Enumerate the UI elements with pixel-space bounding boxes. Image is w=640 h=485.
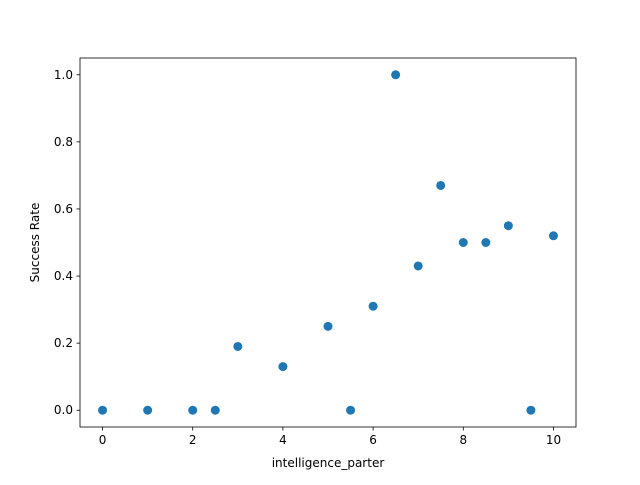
- data-point: [481, 238, 491, 247]
- data-points: [98, 70, 558, 415]
- data-point: [391, 70, 401, 80]
- data-point: [210, 405, 220, 415]
- data-point: [233, 341, 243, 351]
- y-axis-ticks: 0.0 0.2 0.4 0.6 0.8 1.0: [54, 68, 80, 417]
- data-point: [526, 405, 536, 415]
- y-tick-label: 0.6: [54, 202, 73, 216]
- x-tick-label: 8: [459, 433, 467, 447]
- y-axis-label: Success Rate: [28, 203, 42, 283]
- x-tick-label: 6: [369, 433, 377, 447]
- y-tick-label: 0.8: [54, 135, 73, 149]
- x-tick-label: 0: [99, 433, 107, 447]
- x-tick-label: 4: [279, 433, 287, 447]
- data-point: [503, 221, 513, 231]
- data-point: [346, 405, 356, 415]
- data-point: [436, 180, 446, 190]
- x-tick-label: 10: [546, 433, 561, 447]
- y-tick-label: 1.0: [54, 68, 73, 82]
- y-tick-label: 0.2: [54, 336, 73, 350]
- data-point: [368, 301, 378, 311]
- y-tick-label: 0.4: [54, 269, 73, 283]
- data-point: [98, 405, 108, 415]
- x-axis-ticks: 0 2 4 6 8 10: [99, 427, 561, 447]
- data-point: [323, 321, 333, 331]
- data-point: [143, 405, 153, 415]
- data-point: [458, 238, 468, 247]
- data-point: [278, 362, 288, 372]
- data-point: [548, 231, 558, 241]
- data-point: [188, 405, 198, 415]
- data-point: [413, 261, 423, 271]
- plot-area-frame: [79, 57, 577, 428]
- x-tick-label: 2: [189, 433, 197, 447]
- x-axis-label: intelligence_parter: [272, 456, 385, 470]
- y-tick-label: 0.0: [54, 403, 73, 417]
